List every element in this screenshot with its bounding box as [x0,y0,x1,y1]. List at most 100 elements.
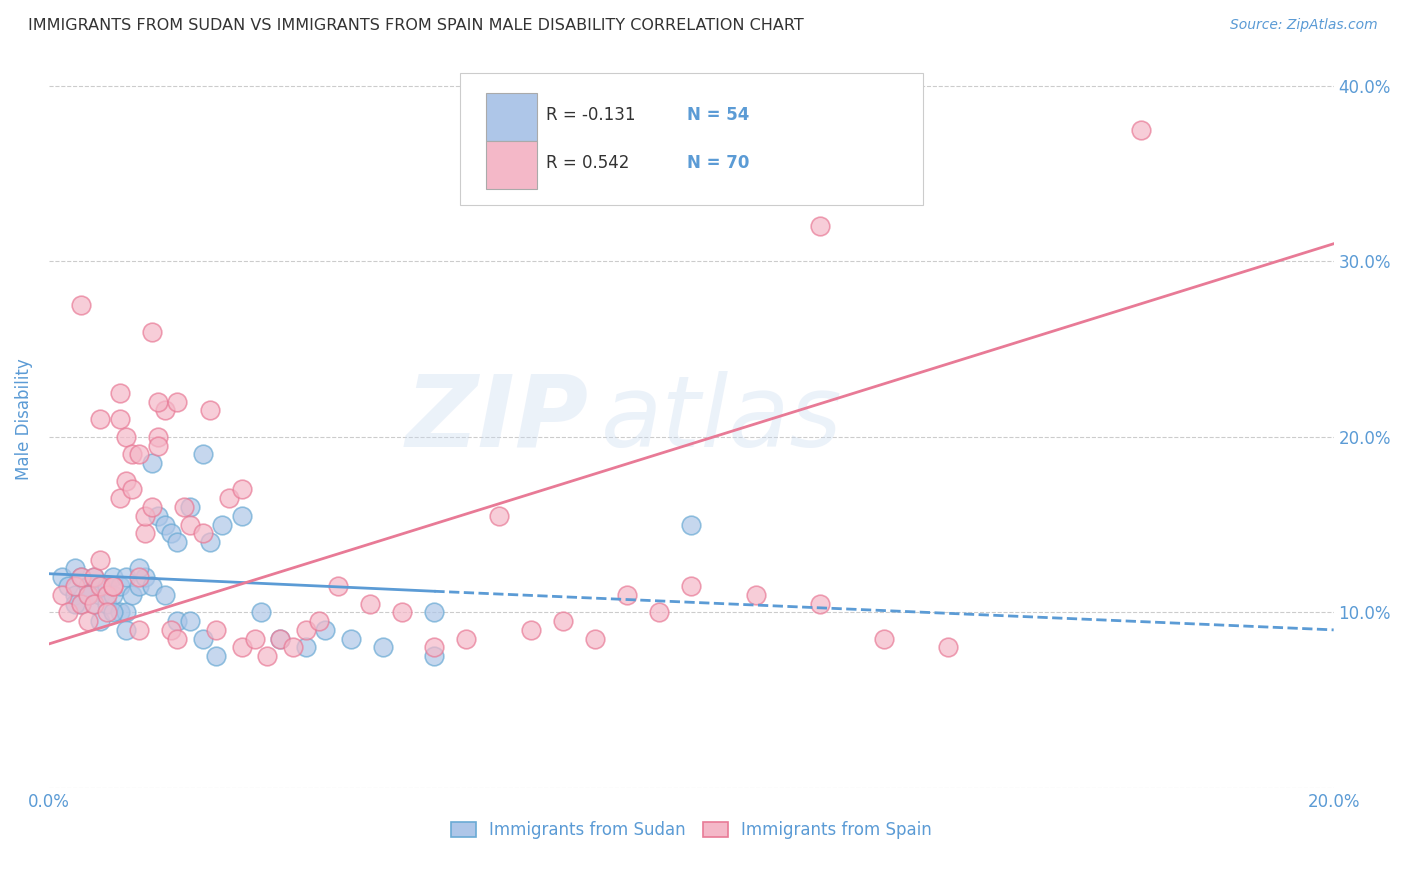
Text: N = 54: N = 54 [688,106,749,124]
Point [108,412,131,426]
Point [936,640,959,655]
Point [160,526,183,541]
Text: Source: ZipAtlas.com: Source: ZipAtlas.com [1230,18,1378,32]
Legend: Immigrants from Sudan, Immigrants from Spain: Immigrants from Sudan, Immigrants from S… [444,814,938,846]
Point [269,632,291,646]
Text: N = 70: N = 70 [688,153,749,172]
Point [808,219,831,234]
Point [153,403,176,417]
Point [134,508,156,523]
Point [108,579,131,593]
Point [103,579,125,593]
Point [63,579,86,593]
Point [108,491,131,506]
Point [70,298,93,312]
Point [179,500,201,514]
Point [70,570,93,584]
Point [191,632,214,646]
Point [616,588,638,602]
Point [808,597,831,611]
Point [89,579,111,593]
Point [63,561,86,575]
Point [141,579,163,593]
Point [115,605,138,619]
Point [76,588,98,602]
Point [243,632,266,646]
Point [108,605,131,619]
Point [256,649,278,664]
Point [173,500,195,514]
Point [205,649,228,664]
Point [371,640,394,655]
Point [218,491,240,506]
Point [83,570,105,584]
Point [134,526,156,541]
Point [83,570,105,584]
Text: R = 0.542: R = 0.542 [546,153,630,172]
Point [115,570,138,584]
Point [51,588,73,602]
Point [96,588,118,602]
Point [340,632,363,646]
Point [308,614,330,628]
Point [295,640,318,655]
Point [108,386,131,401]
Point [179,614,201,628]
Point [121,588,143,602]
Point [89,552,111,566]
Point [359,597,381,611]
Point [70,597,93,611]
Point [681,517,703,532]
FancyBboxPatch shape [485,93,537,141]
Point [141,456,163,470]
Point [76,588,98,602]
FancyBboxPatch shape [460,73,922,205]
FancyBboxPatch shape [485,141,537,188]
Point [583,632,606,646]
Point [166,632,188,646]
Point [51,570,73,584]
Point [83,597,105,611]
Point [70,570,93,584]
Point [551,614,574,628]
Point [191,447,214,461]
Point [160,623,183,637]
Point [103,579,125,593]
Point [314,623,336,637]
Point [146,439,169,453]
Point [519,623,541,637]
Point [63,588,86,602]
Point [744,588,766,602]
Point [146,430,169,444]
Point [128,561,150,575]
Point [153,588,176,602]
Y-axis label: Male Disability: Male Disability [15,359,32,480]
Point [96,579,118,593]
Point [648,605,671,619]
Point [121,447,143,461]
Point [89,579,111,593]
Point [391,605,413,619]
Point [198,403,221,417]
Point [231,483,253,497]
Point [423,640,446,655]
Point [205,623,228,637]
Point [58,579,80,593]
Point [83,597,105,611]
Point [198,535,221,549]
Point [115,430,138,444]
Point [681,579,703,593]
Point [231,508,253,523]
Point [96,605,118,619]
Point [191,526,214,541]
Point [76,579,98,593]
Point [58,605,80,619]
Point [128,447,150,461]
Text: atlas: atlas [602,371,844,467]
Text: R = -0.131: R = -0.131 [546,106,636,124]
Point [96,597,118,611]
Point [70,597,93,611]
Point [76,588,98,602]
Point [89,412,111,426]
Point [423,649,446,664]
